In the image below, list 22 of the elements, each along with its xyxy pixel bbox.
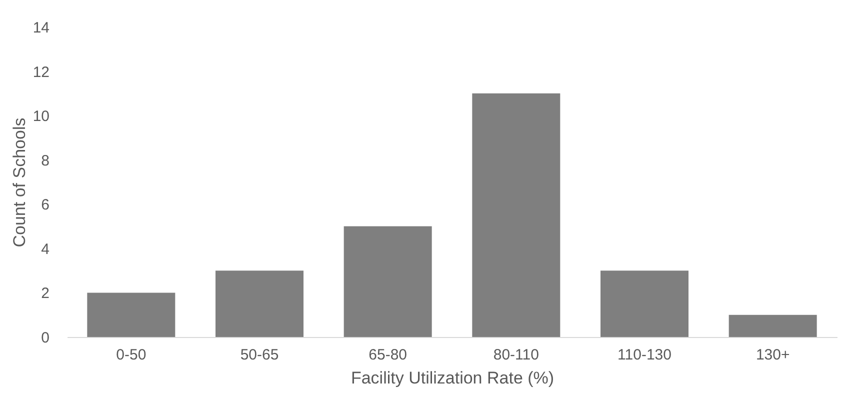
y-tick-label: 6 xyxy=(41,196,50,214)
x-tick-label: 110-130 xyxy=(618,346,672,364)
y-tick-label: 2 xyxy=(41,285,50,302)
bar xyxy=(472,93,560,337)
y-tick-label: 14 xyxy=(32,20,50,36)
bar xyxy=(344,226,432,337)
y-tick-label: 0 xyxy=(41,330,50,346)
x-tick-label: 0-50 xyxy=(116,346,146,364)
y-tick-label: 10 xyxy=(32,108,50,126)
x-tick-label: 130+ xyxy=(756,346,790,364)
x-tick-label: 65-80 xyxy=(368,346,408,364)
bar xyxy=(87,292,176,337)
bar xyxy=(728,314,817,337)
y-tick-label: 4 xyxy=(41,240,50,258)
x-tick-label: 80-110 xyxy=(493,346,539,364)
y-tick-label: 8 xyxy=(41,152,50,170)
x-tick-label: 50-65 xyxy=(240,346,279,364)
bar xyxy=(216,270,304,337)
bar xyxy=(600,270,688,337)
y-axis-title: Count of Schools xyxy=(10,118,29,248)
x-axis-title: Facility Utilization Rate (%) xyxy=(350,368,554,388)
y-tick-label: 12 xyxy=(32,64,50,81)
